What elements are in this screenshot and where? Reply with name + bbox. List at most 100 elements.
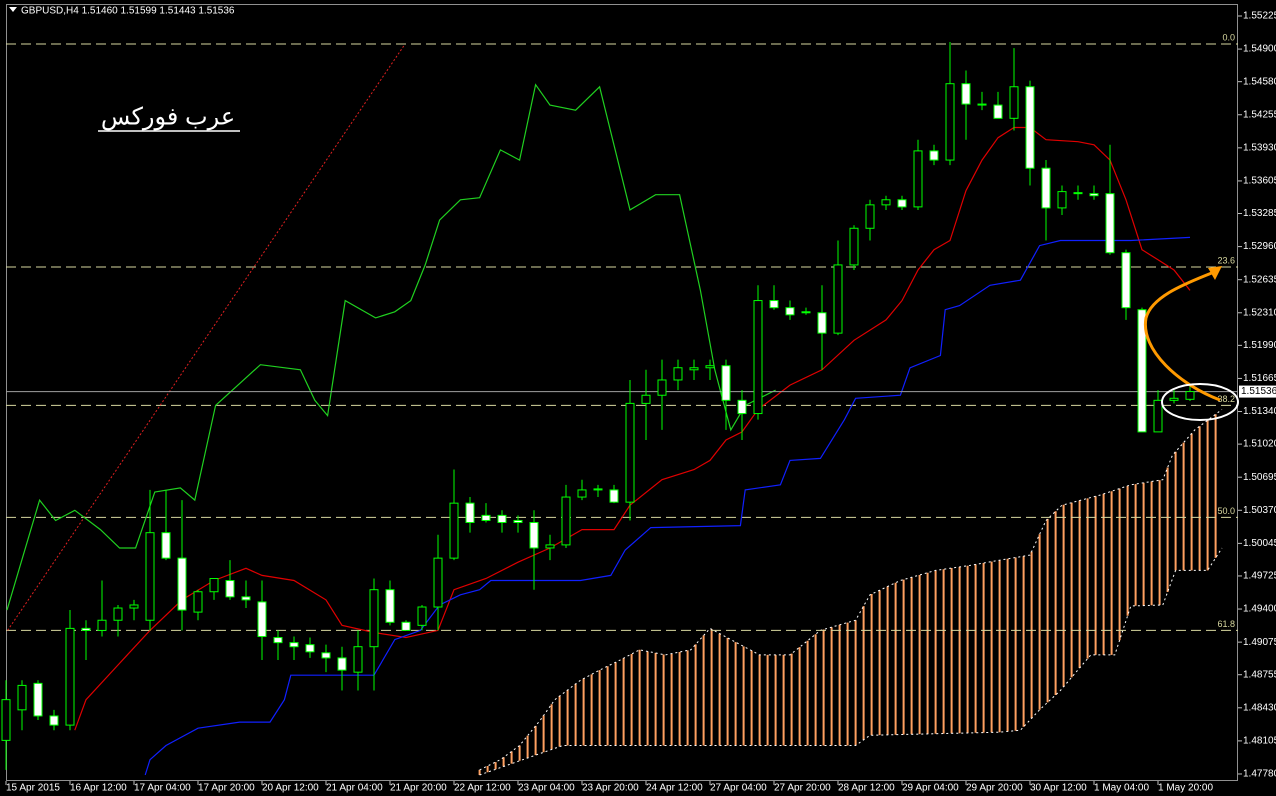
y-tick-label: 1.50695 xyxy=(1243,472,1276,483)
candle-body xyxy=(977,103,987,106)
candle-body xyxy=(817,312,827,334)
candle-body xyxy=(1009,86,1019,119)
fib-label: 23.6 xyxy=(1217,255,1235,265)
y-tick-label: 1.54900 xyxy=(1243,44,1276,55)
candle-body xyxy=(81,627,91,631)
y-tick-label: 1.48755 xyxy=(1243,669,1276,680)
candle-body xyxy=(753,300,763,415)
candle-body xyxy=(321,652,331,659)
candle-body xyxy=(449,502,459,559)
candle-body xyxy=(529,522,539,549)
chart-header: GBPUSD,H4 1.51460 1.51599 1.51443 1.5153… xyxy=(21,6,235,17)
candle-body xyxy=(849,227,859,266)
fib-label: 50.0 xyxy=(1217,506,1235,516)
candle-body xyxy=(353,646,363,673)
y-tick-label: 1.50370 xyxy=(1243,505,1276,516)
fib-label: 38.2 xyxy=(1217,394,1235,404)
candle-body xyxy=(1185,391,1195,400)
x-tick-label: 23 Apr 20:00 xyxy=(582,783,639,794)
candle-body xyxy=(113,607,123,621)
x-tick-label: 17 Apr 04:00 xyxy=(134,783,191,794)
candle-body xyxy=(913,150,923,208)
indicator-line xyxy=(6,83,776,611)
candle-body xyxy=(1089,193,1099,197)
candle-body xyxy=(1025,86,1035,169)
candle-body xyxy=(625,402,635,503)
indicator-line xyxy=(74,126,1191,731)
candle-body xyxy=(209,577,219,593)
candle-body xyxy=(929,150,939,161)
y-tick-label: 1.54255 xyxy=(1243,109,1276,120)
candle-body xyxy=(177,557,187,611)
candle-body xyxy=(1137,309,1147,433)
candle-body xyxy=(129,604,139,609)
y-tick-label: 1.50045 xyxy=(1243,538,1276,549)
fib-label: 61.8 xyxy=(1217,619,1235,629)
x-tick-label: 24 Apr 12:00 xyxy=(646,783,703,794)
candle-body xyxy=(945,83,955,161)
y-tick-label: 1.49400 xyxy=(1243,604,1276,615)
candle-body xyxy=(497,514,507,524)
x-tick-label: 21 Apr 20:00 xyxy=(390,783,447,794)
plot-layer: 0.0 23.6 38.2 50.0 61.8 1.55225 1.54900 1.54580… xyxy=(1,11,1276,794)
y-tick-label: 1.47780 xyxy=(1243,769,1276,780)
y-tick-label: 1.48430 xyxy=(1243,702,1276,713)
trendline xyxy=(7,44,405,631)
x-tick-label: 22 Apr 12:00 xyxy=(454,783,511,794)
menu-triangle[interactable] xyxy=(9,7,17,12)
x-tick-label: 15 Apr 2015 xyxy=(6,783,60,794)
candle-body xyxy=(1,699,11,741)
y-tick-label: 1.53285 xyxy=(1243,208,1276,219)
x-tick-label: 16 Apr 12:00 xyxy=(70,783,127,794)
fib-label: 0.0 xyxy=(1222,32,1235,42)
y-tick-label: 1.52310 xyxy=(1243,307,1276,318)
x-tick-label: 23 Apr 04:00 xyxy=(518,783,575,794)
candle-body xyxy=(1153,399,1163,433)
candle-body xyxy=(1121,252,1131,309)
candle-body xyxy=(769,300,779,309)
y-tick-label: 1.52635 xyxy=(1243,274,1276,285)
cloud-hatch xyxy=(478,414,1217,775)
candle-body xyxy=(1057,191,1067,209)
candle-body xyxy=(417,606,427,626)
candle-body xyxy=(881,199,891,206)
candle-body xyxy=(49,715,59,726)
x-tick-label: 29 Apr 04:00 xyxy=(902,783,959,794)
candle-body xyxy=(785,307,795,316)
candle-body xyxy=(961,83,971,105)
y-tick-label: 1.55225 xyxy=(1243,11,1276,22)
candle-body xyxy=(513,519,523,524)
candle-body xyxy=(433,557,443,608)
x-tick-label: 29 Apr 20:00 xyxy=(966,783,1023,794)
watermark: عرب فوركس xyxy=(101,103,235,130)
y-tick-label: 1.51020 xyxy=(1243,439,1276,450)
candle-body xyxy=(17,684,27,711)
candle-body xyxy=(609,489,619,503)
y-tick-label: 1.49725 xyxy=(1243,571,1276,582)
x-tick-label: 28 Apr 12:00 xyxy=(838,783,895,794)
candle-body xyxy=(369,589,379,648)
forecast-arrow xyxy=(1143,270,1221,402)
candle-body xyxy=(673,367,683,381)
candle-body xyxy=(465,502,475,524)
candle-body xyxy=(193,591,203,613)
highlight-ellipse xyxy=(1161,383,1239,421)
candle-body xyxy=(801,311,811,314)
candle-body xyxy=(289,642,299,648)
cloud-span-b xyxy=(479,547,1223,776)
current-price-label: 1.51536 xyxy=(1241,386,1276,397)
candle-body xyxy=(65,627,75,726)
x-tick-label: 1 May 04:00 xyxy=(1094,783,1149,794)
y-tick-label: 1.49075 xyxy=(1243,637,1276,648)
candle-body xyxy=(97,619,107,631)
plot-frame xyxy=(6,4,1238,781)
candle-body xyxy=(737,399,747,415)
x-tick-label: 1 May 20:00 xyxy=(1158,783,1213,794)
candle-body xyxy=(225,580,235,598)
candle-body xyxy=(1041,167,1051,209)
candle-body xyxy=(721,365,731,401)
candle-body xyxy=(305,644,315,653)
candle-body xyxy=(577,489,587,498)
candle-body xyxy=(401,621,411,631)
